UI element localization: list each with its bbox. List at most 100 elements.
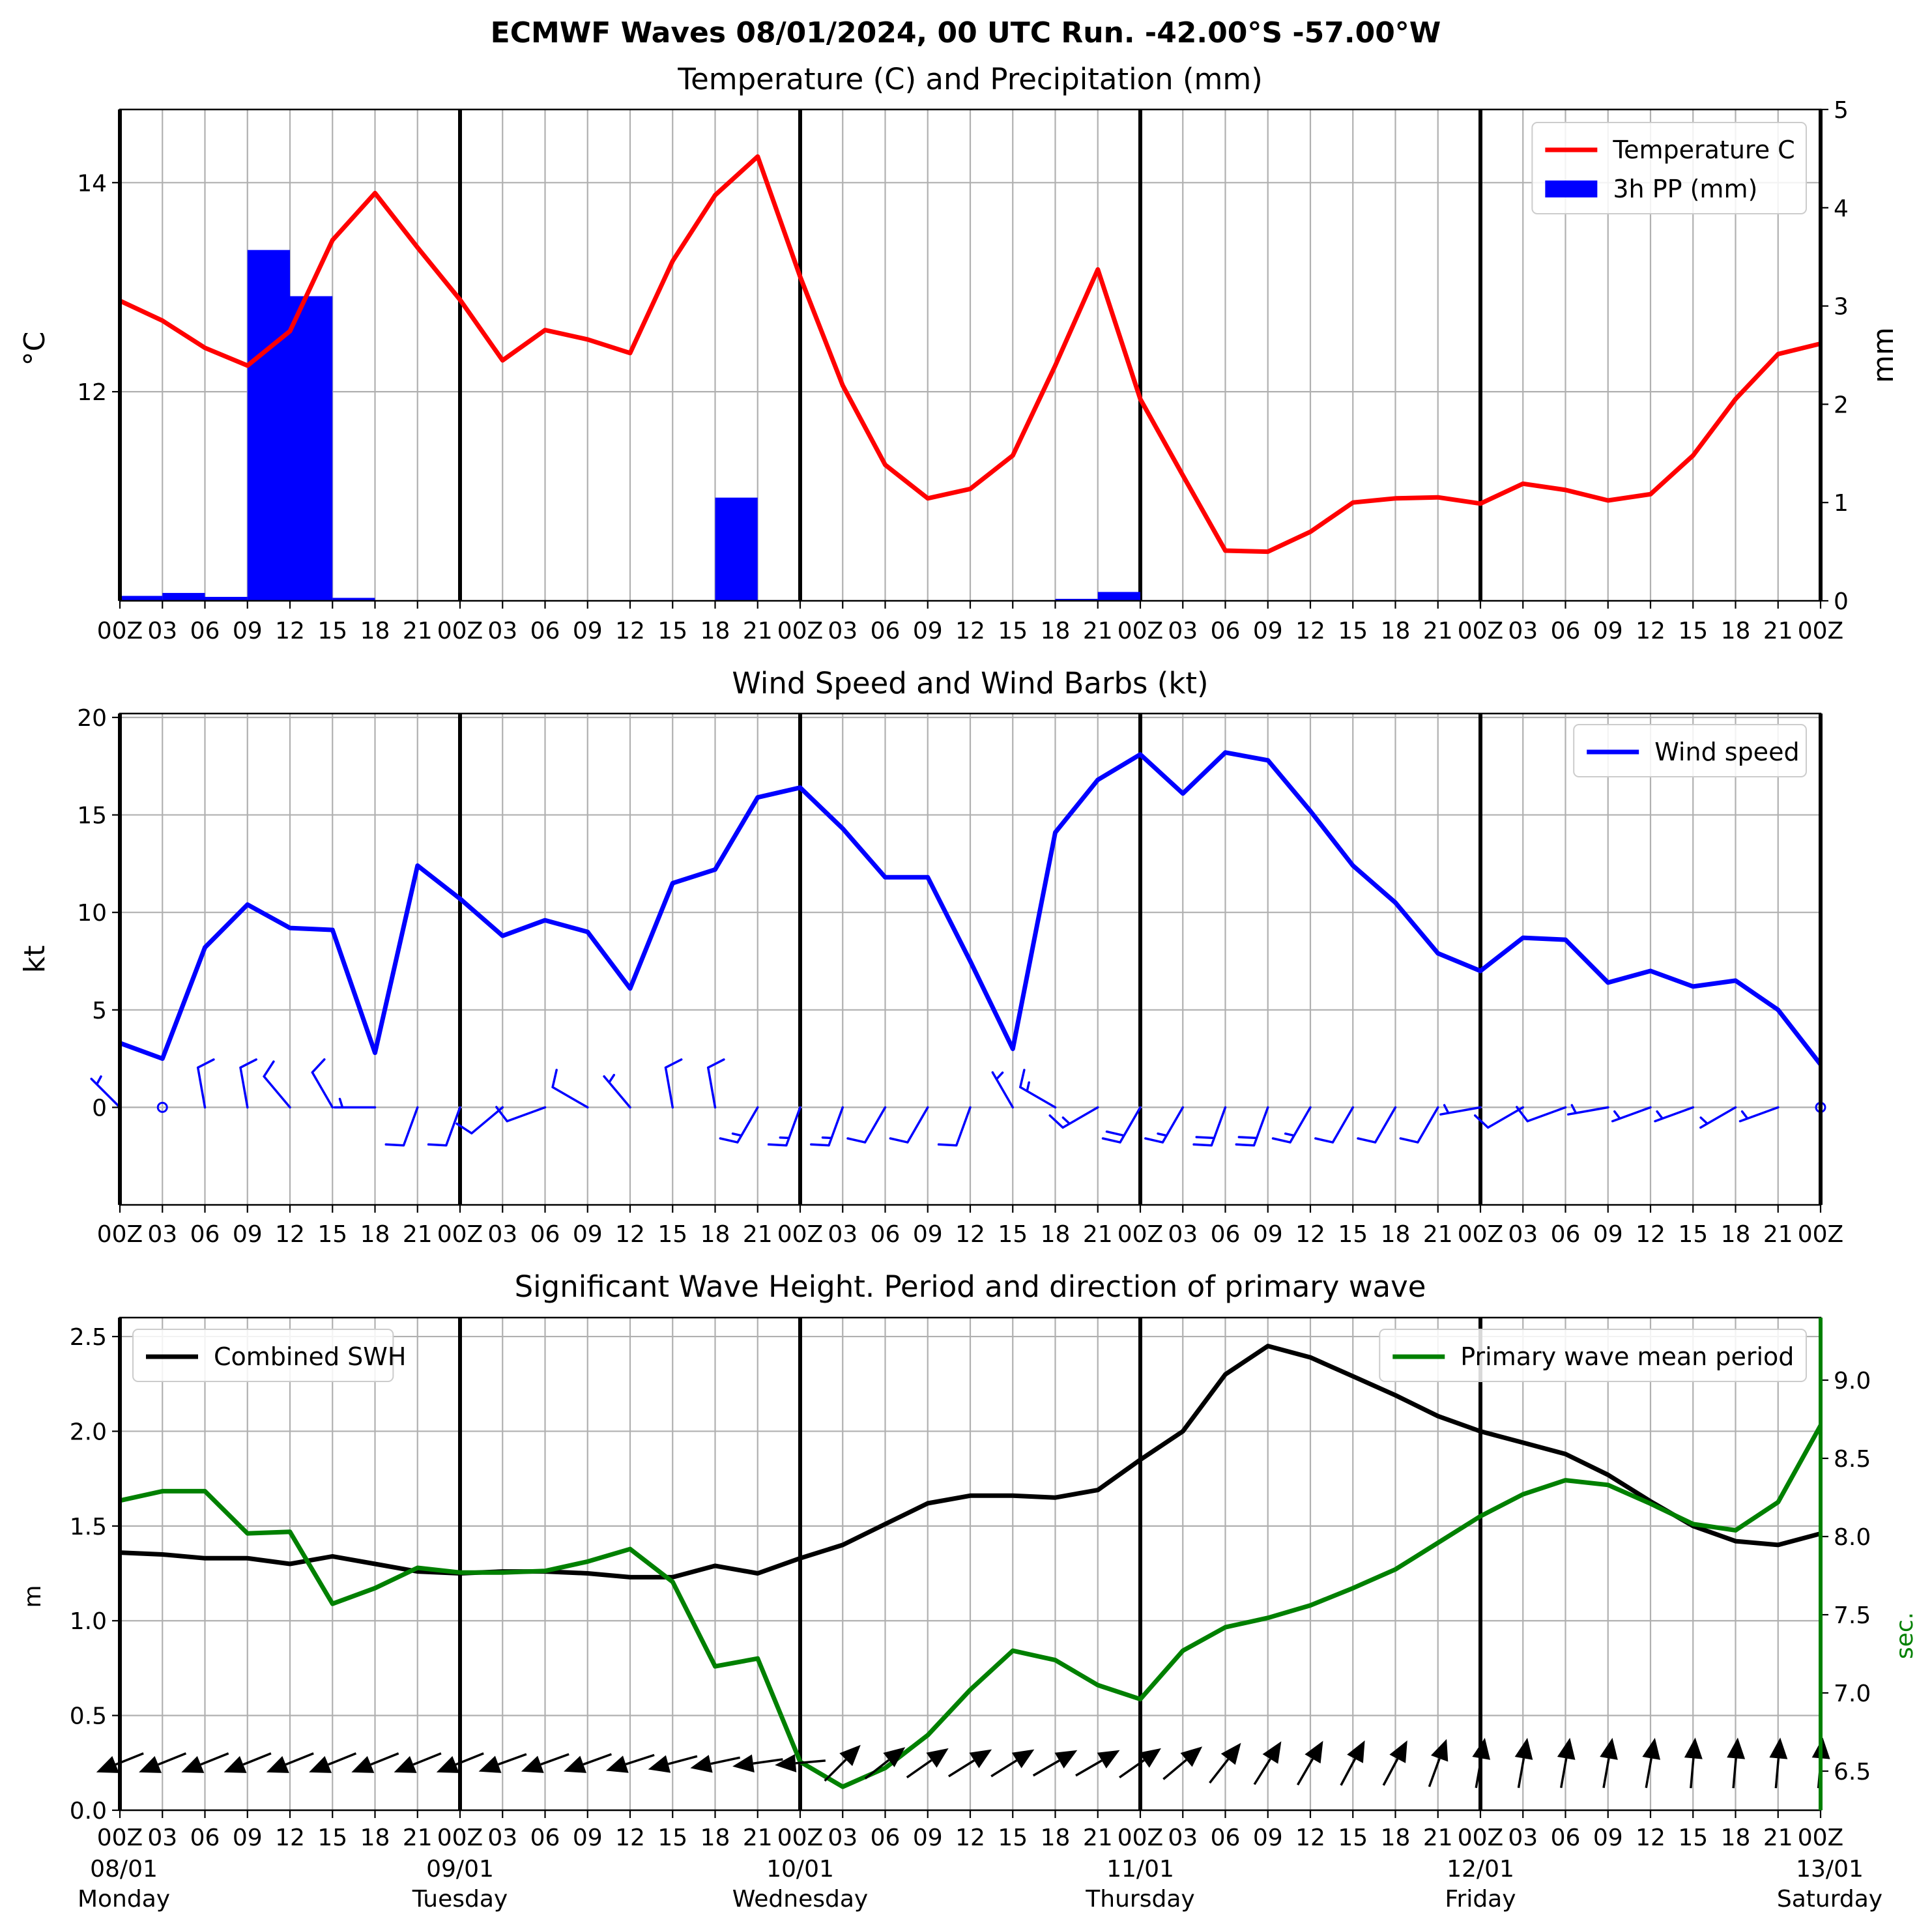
x-tick-label: 21 [743,1221,773,1248]
wind-barb [1399,1106,1439,1144]
x-tick-label: 21 [1083,1825,1113,1851]
x-tick-label: 12 [615,1825,645,1851]
wave-arrow-shaft [242,1752,272,1766]
x-tick-label: 03 [1508,618,1538,644]
figure-title: ECMWF Waves 08/01/2024, 00 UTC Run. -42.… [491,16,1441,50]
wind-barb [90,1075,121,1109]
y2-tick-label: 7.5 [1834,1602,1871,1629]
x-tick-label: 09 [233,1825,263,1851]
x-tick-label: 06 [530,618,560,644]
wave-arrow-head [1431,1739,1449,1762]
wind-barb [333,1097,377,1109]
y2-tick-label: 3 [1834,294,1849,321]
precip-bar [205,596,248,601]
x-tick-label: 12 [1636,1825,1665,1851]
precip-bar [332,598,375,601]
x-tick-label: 18 [1721,1221,1751,1248]
x-tick-label: 12 [1636,618,1665,644]
wave-arrow-shaft [412,1752,442,1766]
legend-box [132,1329,394,1382]
wave-arrow-head [521,1755,544,1773]
wave-arrow-head [969,1749,992,1769]
x-tick-label: 09 [1253,1825,1283,1851]
y2-tick-label: 6.5 [1834,1759,1871,1785]
x-tick-label: 00Z [97,1221,143,1248]
x-tick-label: 03 [1168,618,1198,644]
x-tick-label: 18 [1381,1825,1411,1851]
y-axis-label: °C [18,332,51,366]
x-tick-label: 15 [657,1825,687,1851]
wind-speed-line [119,750,1823,1066]
wind-barb [384,1106,419,1147]
x-tick-label: 18 [1721,618,1751,644]
wave-arrow-shaft [1340,1758,1357,1786]
x-tick-label: 09 [1593,618,1623,644]
x-tick-label: 00Z [1798,618,1843,644]
x-tick-label: 21 [743,1825,773,1851]
wave-arrow-shaft [1209,1758,1230,1784]
chart-panels: Temperature (C) and Precipitation (mm)00… [18,62,1918,1913]
x-tick-label: 21 [403,1221,433,1248]
x-tick-label: 21 [1763,618,1793,644]
x-tick-label: 00Z [97,1825,143,1851]
wind-barb [263,1060,291,1109]
x-tick-label: 03 [828,1825,858,1851]
x-tick-label: 09 [573,1825,603,1851]
wave-arrow-shaft [455,1752,484,1766]
x-tick-label: 06 [871,1221,901,1248]
x-tick-label: 21 [403,1825,433,1851]
wind-barb-calm [156,1101,168,1113]
day-date-label: 12/01 [1447,1856,1514,1883]
x-tick-label: 15 [998,618,1028,644]
precip-bar [290,296,333,601]
x-tick-label: 00Z [1458,618,1503,644]
legend-box [1379,1329,1807,1382]
legend-swatch [1545,181,1598,197]
x-tick-label: 15 [1338,1825,1368,1851]
y-tick-label: 14 [77,170,107,197]
x-tick-label: 00Z [1798,1825,1843,1851]
wind-barb [1235,1106,1269,1147]
wind-barb [1516,1106,1567,1123]
precip-bar [247,250,290,601]
x-tick-label: 03 [1508,1221,1538,1248]
x-tick-label: 00Z [1117,1825,1163,1851]
x-tick-label: 15 [317,618,347,644]
wave-arrow-shaft [1162,1759,1187,1780]
legend: Wind speed [1573,724,1807,777]
legend-box [1573,724,1807,777]
wave-arrow-head [1642,1737,1660,1760]
wave-period-line [119,1424,1823,1789]
x-tick-label: 18 [360,1825,390,1851]
x-tick-label: 18 [1721,1825,1751,1851]
wind-barb [846,1106,887,1144]
wave-arrow-head [139,1755,162,1773]
day-date-label: 08/01 [90,1856,158,1883]
wave-arrow-head [309,1755,332,1773]
wave-arrow-shaft [1517,1758,1525,1789]
wave-arrow-shaft [1732,1758,1737,1789]
y2-tick-label: 2 [1834,392,1849,418]
x-tick-label: 03 [487,1221,517,1248]
x-tick-label: 18 [1041,1825,1071,1851]
x-tick-label: 21 [1083,1221,1113,1248]
wave-arrow-shaft [625,1754,655,1766]
wave-arrow-head [394,1755,417,1773]
x-tick-label: 00Z [1798,1221,1843,1248]
wave-arrow-head [478,1755,502,1773]
wave-arrow-head [839,1744,861,1767]
wave-arrow-head [181,1755,205,1773]
wave-arrow-shaft [668,1755,698,1765]
wave-arrow-head [648,1755,671,1773]
x-tick-label: 18 [360,1221,390,1248]
x-tick-label: 12 [275,1221,305,1248]
x-tick-label: 21 [1423,1221,1453,1248]
x-tick-label: 00Z [437,1825,483,1851]
wind-barbs [90,1058,1826,1147]
x-tick-label: 18 [1041,618,1071,644]
x-tick-label: 15 [1338,1221,1368,1248]
wave-arrow-shaft [328,1752,357,1766]
x-tick-label: 00Z [437,618,483,644]
y2-axis-label: sec. [1892,1612,1918,1659]
y-tick-label: 2.0 [70,1419,107,1445]
